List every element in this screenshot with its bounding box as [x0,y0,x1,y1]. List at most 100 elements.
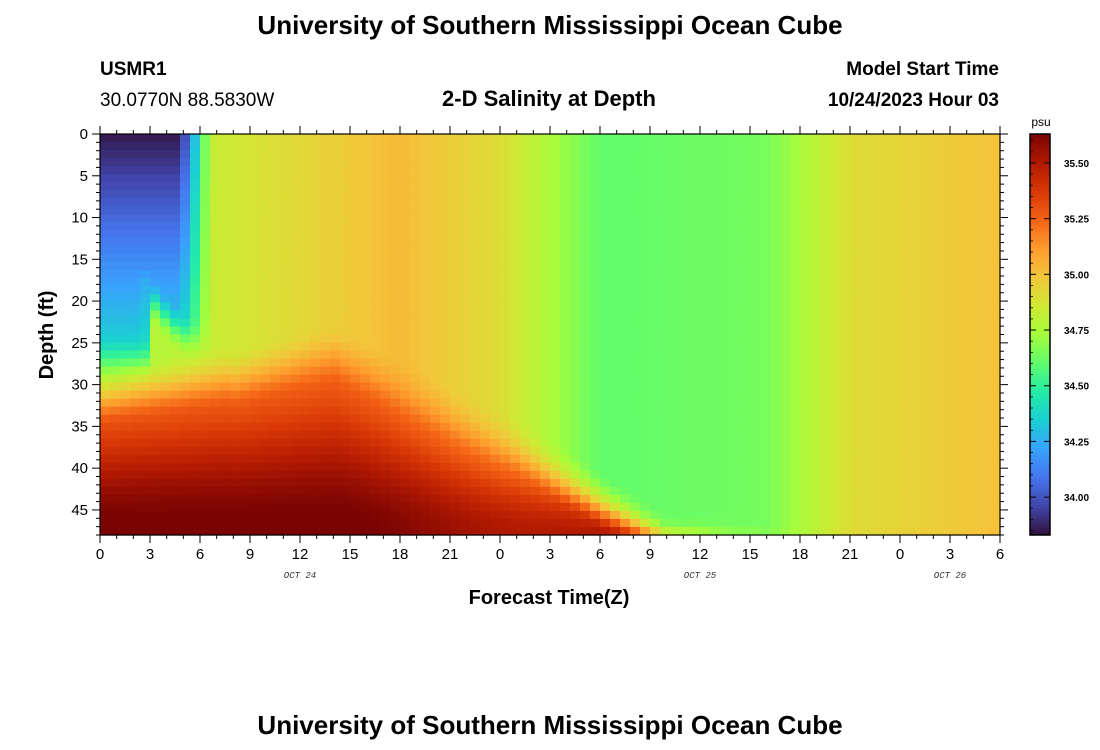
heatmap-cell [430,366,441,376]
heatmap-cell [670,342,681,352]
heatmap-cell [140,134,151,143]
heatmap-cell [290,366,301,376]
heatmap-cell [700,254,711,263]
heatmap-cell [610,134,621,143]
heatmap-cell [130,302,141,312]
heatmap-cell [830,166,841,175]
heatmap-cell [740,358,751,368]
heatmap-cell [290,470,301,480]
heatmap-cell [630,198,641,207]
colorbar-segment [1030,354,1050,359]
heatmap-cell [730,326,741,336]
heatmap-cell [980,278,991,287]
heatmap-cell [280,334,291,344]
heatmap-cell [930,470,941,480]
heatmap-cell [910,270,921,279]
heatmap-cell [540,278,551,287]
heatmap-cell [570,294,581,304]
heatmap-cell [900,478,911,488]
heatmap-cell [500,326,511,336]
heatmap-cell [350,150,361,159]
heatmap-cell [730,414,741,424]
heatmap-cell [990,310,1001,320]
heatmap-cell [900,150,911,159]
heatmap-cell [810,494,821,504]
heatmap-cell [190,142,201,151]
heatmap-cell [810,526,821,536]
heatmap-cell [470,150,481,159]
heatmap-cell [280,414,291,424]
heatmap-cell [440,310,451,320]
heatmap-cell [710,414,721,424]
heatmap-cell [280,518,291,528]
heatmap-cell [670,366,681,376]
heatmap-cell [240,134,251,143]
heatmap-cell [900,302,911,312]
heatmap-cell [850,486,861,496]
heatmap-cell [790,438,801,448]
colorbar-segment [1030,381,1050,386]
heatmap-cell [300,174,311,183]
heatmap-cell [370,334,381,344]
heatmap-cell [720,190,731,199]
heatmap-cell [850,198,861,207]
heatmap-cell [760,254,771,263]
heatmap-cell [190,406,201,416]
heatmap-cell [730,182,741,191]
heatmap-cell [320,222,331,231]
heatmap-cell [430,406,441,416]
heatmap-cell [740,222,751,231]
heatmap-cell [880,486,891,496]
heatmap-cell [580,310,591,320]
heatmap-cell [910,158,921,167]
heatmap-cell [870,406,881,416]
heatmap-cell [660,518,671,528]
heatmap-cell [780,358,791,368]
heatmap-cell [370,494,381,504]
heatmap-cell [270,366,281,376]
heatmap-cell [950,422,961,432]
heatmap-cell [490,358,501,368]
heatmap-cell [760,406,771,416]
heatmap-cell [300,262,311,271]
heatmap-cell [690,326,701,336]
heatmap-cell [910,198,921,207]
heatmap-cell [860,326,871,336]
heatmap-cell [260,350,271,360]
heatmap-cell [230,342,241,352]
heatmap-cell [590,158,601,167]
heatmap-cell [910,486,921,496]
heatmap-cell [420,150,431,159]
heatmap-cell [160,454,171,464]
heatmap-cell [620,206,631,215]
heatmap-cell [360,334,371,344]
heatmap-cell [670,518,681,528]
heatmap-cell [950,206,961,215]
heatmap-cell [650,374,661,384]
heatmap-cell [820,222,831,231]
heatmap-cell [910,438,921,448]
heatmap-cell [400,494,411,504]
heatmap-cell [350,422,361,432]
heatmap-cell [410,318,421,328]
heatmap-cell [480,470,491,480]
heatmap-cell [540,230,551,239]
heatmap-cell [310,206,321,215]
heatmap-cell [540,494,551,504]
heatmap-cell [800,182,811,191]
heatmap-cell [510,422,521,432]
heatmap-cell [860,142,871,151]
heatmap-cell [310,358,321,368]
heatmap-cell [430,398,441,408]
heatmap-cell [450,350,461,360]
heatmap-cell [230,190,241,199]
colorbar-segment [1030,247,1050,252]
heatmap-cell [900,246,911,255]
heatmap-cell [130,262,141,271]
heatmap-cell [540,318,551,328]
heatmap-cell [790,198,801,207]
heatmap-cell [530,254,541,263]
colorbar-tick-label: 35.25 [1064,215,1089,226]
heatmap-cell [180,494,191,504]
heatmap-cell [800,342,811,352]
